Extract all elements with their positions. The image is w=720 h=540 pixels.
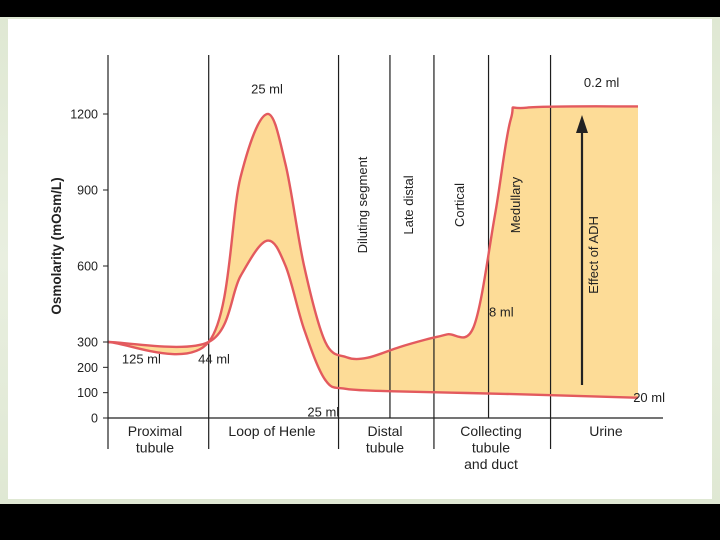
svg-text:Proximal: Proximal (128, 423, 182, 439)
volume-annotation: 0.2 ml (584, 75, 620, 90)
volume-annotation: 125 ml (122, 352, 161, 367)
y-tick-label: 0 (91, 412, 98, 426)
adh-label: Effect of ADH (586, 216, 601, 294)
y-tick-label: 200 (77, 361, 98, 375)
volume-annotation: 20 ml (633, 390, 665, 405)
subsegment-label: Late distal (401, 175, 416, 234)
y-tick-label: 300 (77, 336, 98, 350)
volume-annotation: 8 ml (489, 305, 514, 320)
y-tick-label: 900 (77, 184, 98, 198)
volume-annotation: 25 ml (251, 81, 283, 96)
svg-text:tubule: tubule (472, 440, 510, 456)
y-tick-label: 100 (77, 386, 98, 400)
y-tick-label: 1200 (70, 108, 98, 122)
y-tick-label: 600 (77, 260, 98, 274)
subsegment-label: Medullary (508, 176, 523, 233)
svg-text:Urine: Urine (589, 423, 623, 439)
adh-arrow-head (576, 115, 588, 133)
upper-curve (107, 105, 639, 361)
svg-text:Distal: Distal (367, 423, 402, 439)
segment-label: Loop of Henle (228, 423, 315, 439)
svg-text:Collecting: Collecting (460, 423, 521, 439)
y-axis-label: Osmolarity (mOsm/L) (49, 177, 64, 314)
lower-curve (107, 239, 639, 399)
svg-text:tubule: tubule (136, 440, 174, 456)
svg-text:Loop of Henle: Loop of Henle (228, 423, 315, 439)
volume-annotation: 44 ml (198, 352, 230, 367)
segment-label: Urine (589, 423, 623, 439)
svg-text:tubule: tubule (366, 440, 404, 456)
subsegment-label: Cortical (452, 183, 467, 227)
subsegment-label: Diluting segment (355, 156, 370, 253)
svg-text:and duct: and duct (464, 456, 518, 472)
volume-annotation: 25 ml (307, 405, 339, 420)
